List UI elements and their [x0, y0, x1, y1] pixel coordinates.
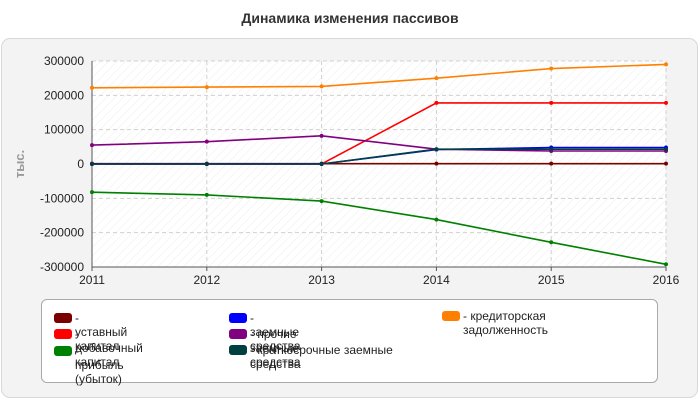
legend-swatch: [54, 313, 72, 323]
series-point-6: [434, 147, 439, 152]
legend-label: - прибыль (убыток): [75, 344, 124, 386]
series-point-6: [319, 162, 324, 166]
chart-title: Динамика изменения пассивов: [241, 10, 459, 26]
x-tick-label: 2013: [308, 273, 335, 287]
series-point-1: [549, 161, 554, 166]
series-point-7: [90, 85, 94, 90]
legend-item: - заемные средства: [229, 311, 301, 353]
series-point-3: [664, 262, 668, 267]
x-tick-label: 2012: [193, 273, 220, 287]
y-tick-label: 0: [77, 157, 84, 171]
series-point-6: [90, 162, 94, 166]
legend-item: - краткосрочные заемные средства: [229, 343, 394, 371]
legend-item: - уставный капитал: [54, 311, 127, 353]
legend-label: - добавочный капитал: [75, 327, 143, 369]
legend-item: - добавочный капитал: [54, 327, 143, 369]
series-point-6: [664, 147, 668, 152]
series-point-3: [204, 192, 209, 197]
series-point-7: [549, 66, 554, 71]
y-tick-label: 300000: [44, 54, 84, 68]
chart-legend: - уставный капитал - добавочный капитал - …: [41, 299, 658, 386]
series-point-2: [549, 100, 554, 105]
x-tick-label: 2014: [423, 273, 450, 287]
series-line-7: [91, 63, 667, 89]
x-tick-label: 2015: [538, 273, 565, 287]
legend-swatch: [229, 313, 247, 323]
y-tick-label: 200000: [44, 88, 84, 102]
series-point-7: [664, 62, 668, 67]
legend-item: - кредиторская задолженность: [442, 309, 548, 337]
legend-swatch: [54, 329, 72, 339]
series-point-7: [319, 84, 324, 89]
series-point-5: [319, 133, 324, 138]
series-point-2: [664, 100, 668, 105]
series-point-2: [434, 100, 439, 105]
series-point-7: [434, 76, 439, 81]
series-point-3: [434, 217, 439, 222]
legend-item: - прочие заемные средства: [229, 327, 301, 369]
series-point-3: [549, 240, 554, 245]
legend-label: - краткосрочные заемные средства: [250, 343, 393, 371]
series-point-6: [204, 162, 209, 166]
legend-swatch: [229, 345, 247, 355]
series-line-3: [91, 191, 667, 266]
legend-swatch: [54, 346, 72, 356]
legend-label: - уставный капитал: [75, 311, 128, 353]
series-point-6: [549, 147, 554, 152]
series-point-5: [90, 143, 94, 148]
legend-swatch: [229, 329, 247, 339]
legend-label: - прочие заемные средства: [250, 327, 301, 369]
series-point-5: [204, 139, 209, 144]
series-point-1: [664, 161, 668, 166]
series-point-3: [319, 199, 324, 204]
legend-label: - заемные средства: [250, 311, 301, 353]
y-tick-label: -300000: [40, 260, 84, 274]
legend-swatch: [442, 311, 460, 321]
legend-label: - кредиторская задолженность: [463, 309, 548, 337]
legend-item: - прибыль (убыток): [54, 344, 124, 386]
series-line-6: [92, 148, 666, 165]
series-point-1: [434, 161, 439, 166]
series-line-5: [91, 134, 666, 152]
y-axis-label: тыс.: [12, 150, 27, 178]
series-point-7: [204, 85, 209, 90]
x-tick-label: 2011: [79, 273, 105, 287]
y-tick-label: -200000: [40, 226, 84, 240]
y-tick-label: -100000: [40, 191, 84, 205]
series-point-3: [90, 190, 94, 195]
y-tick-label: 100000: [44, 123, 84, 137]
x-tick-label: 2016: [653, 273, 680, 287]
